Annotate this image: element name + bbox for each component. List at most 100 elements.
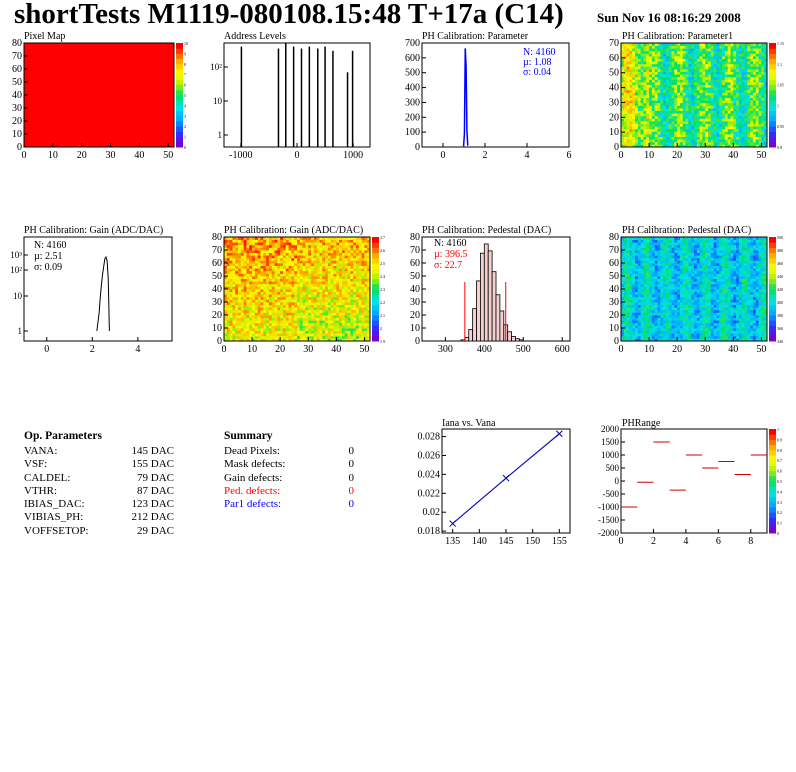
gain-map-cell [263,315,267,318]
ph-param1-cell [688,105,692,109]
ph-param1-cell [674,144,678,148]
ph-param1-cell [646,134,650,137]
ph-param1-cell [710,69,715,72]
ph-param1-cell [677,84,681,88]
ph-param1-cell [719,66,723,70]
ph-param1-cell [758,97,762,101]
ph-param1-cell [691,100,695,104]
gain-map-cell [322,239,326,243]
pedestal-map-cell [640,330,644,334]
pedestal-map-cell [646,322,650,326]
gain-map-cell [333,281,337,285]
ph-param1-cell [677,79,681,83]
gain-map-cell [297,296,301,300]
pedestal-map-cell [629,270,633,274]
pedestal-map-cell [623,320,628,324]
ph-param1-cell [750,134,754,137]
ph-param1-cell [657,66,661,70]
pedestal-map-cell [651,312,656,316]
ph-param1-cell [713,76,717,80]
gain-map-cell [333,325,337,329]
gain-map-cell [339,257,343,261]
ph-param1-ytick-label: 30 [609,97,619,108]
gain-map-cell [299,328,304,331]
ph-param1-cell [646,115,650,119]
ph-param1-cell [764,102,768,106]
ph-param1-cell [733,123,737,127]
ph-param1-cell [629,139,633,143]
gain-map-cell [263,335,267,339]
ph-param1-cell [750,82,754,85]
ph-param1-cell [651,126,656,130]
ph-param1-cell [750,43,754,46]
pedestal-map-cell [632,252,636,256]
ph-param1-cell [724,102,729,106]
ph-param1-cell [694,74,698,78]
ph-param1-cell [640,118,644,122]
gain-map-cell [254,333,259,337]
ph-param1-cell [657,92,661,96]
ph-param1-cell [733,115,737,119]
gain-map-cell [330,250,334,253]
gain-map-cell [240,257,245,261]
ph-param1-cell [705,118,709,122]
gain-map-cell [330,286,334,290]
gain-map-cell [355,322,360,326]
gain-map-cell [336,257,340,261]
gain-map-cell [274,291,278,295]
gain-map-cell [280,315,284,318]
ph-param1-cell [649,89,653,93]
gain-map-cell [246,270,250,274]
gain-map-cell [285,330,289,334]
pedestal-map-cell [649,270,653,274]
ph-param1-cell [716,139,720,143]
ph-param-ytick-label: 600 [405,53,420,64]
pedestal-map-cell [632,294,636,298]
ph-param1-cell [679,82,684,85]
pedestal-map-cell [643,268,647,272]
gain-map-cell [333,328,337,331]
gain-map-cell [271,317,275,321]
ph-param1-cell [710,144,715,148]
pedestal-map-cell [646,312,650,316]
gain-map-cell [238,322,242,326]
ph-param1-cell [736,102,740,106]
ph-param1-cell [635,61,639,65]
gain-map-cell [302,289,306,292]
ph-param1-cell [674,139,678,143]
gain-map-cell [285,260,289,264]
pedestal-map-cell [649,278,653,282]
gain-map-cell [232,312,236,316]
ph-param1-cell [663,45,667,49]
ph-param1-cell [635,76,639,80]
ph-param1-cell [682,144,686,148]
pedestal-map-cell [632,317,636,321]
gain-map-cell [285,242,289,246]
ph-param1-cell [691,134,695,137]
pedestal-map-cell [637,320,642,324]
ph-param1-cell [643,84,647,88]
gain-map-cell [311,333,315,337]
ph-param1-cell [722,79,726,83]
gain-map-cell [322,330,326,334]
gain-map-cell [277,315,281,318]
gain-map-cell [260,268,264,272]
pedestal-map-cell [623,273,628,277]
pedestal-map-cell [635,315,639,318]
gain-map-cell [257,302,261,305]
pedestal-map-cell [621,317,625,321]
ph-param1-cell [626,56,630,59]
gain-map-cell [232,335,236,339]
ph-param1-cell [696,56,701,59]
gain-map-cell [325,309,329,313]
ph-param1-cell [660,84,664,88]
ph-param1-cell [657,43,661,46]
ph-param1-cell [708,115,712,119]
pedestal-map-cell [651,281,656,285]
ph-param1-cell [716,108,720,111]
gain-map-cell [322,250,326,253]
ph-param1-cell [764,58,768,62]
ph-param1-cell [621,66,625,70]
ph-param1-cell [663,131,667,135]
pedestal-map-cell [649,330,653,334]
